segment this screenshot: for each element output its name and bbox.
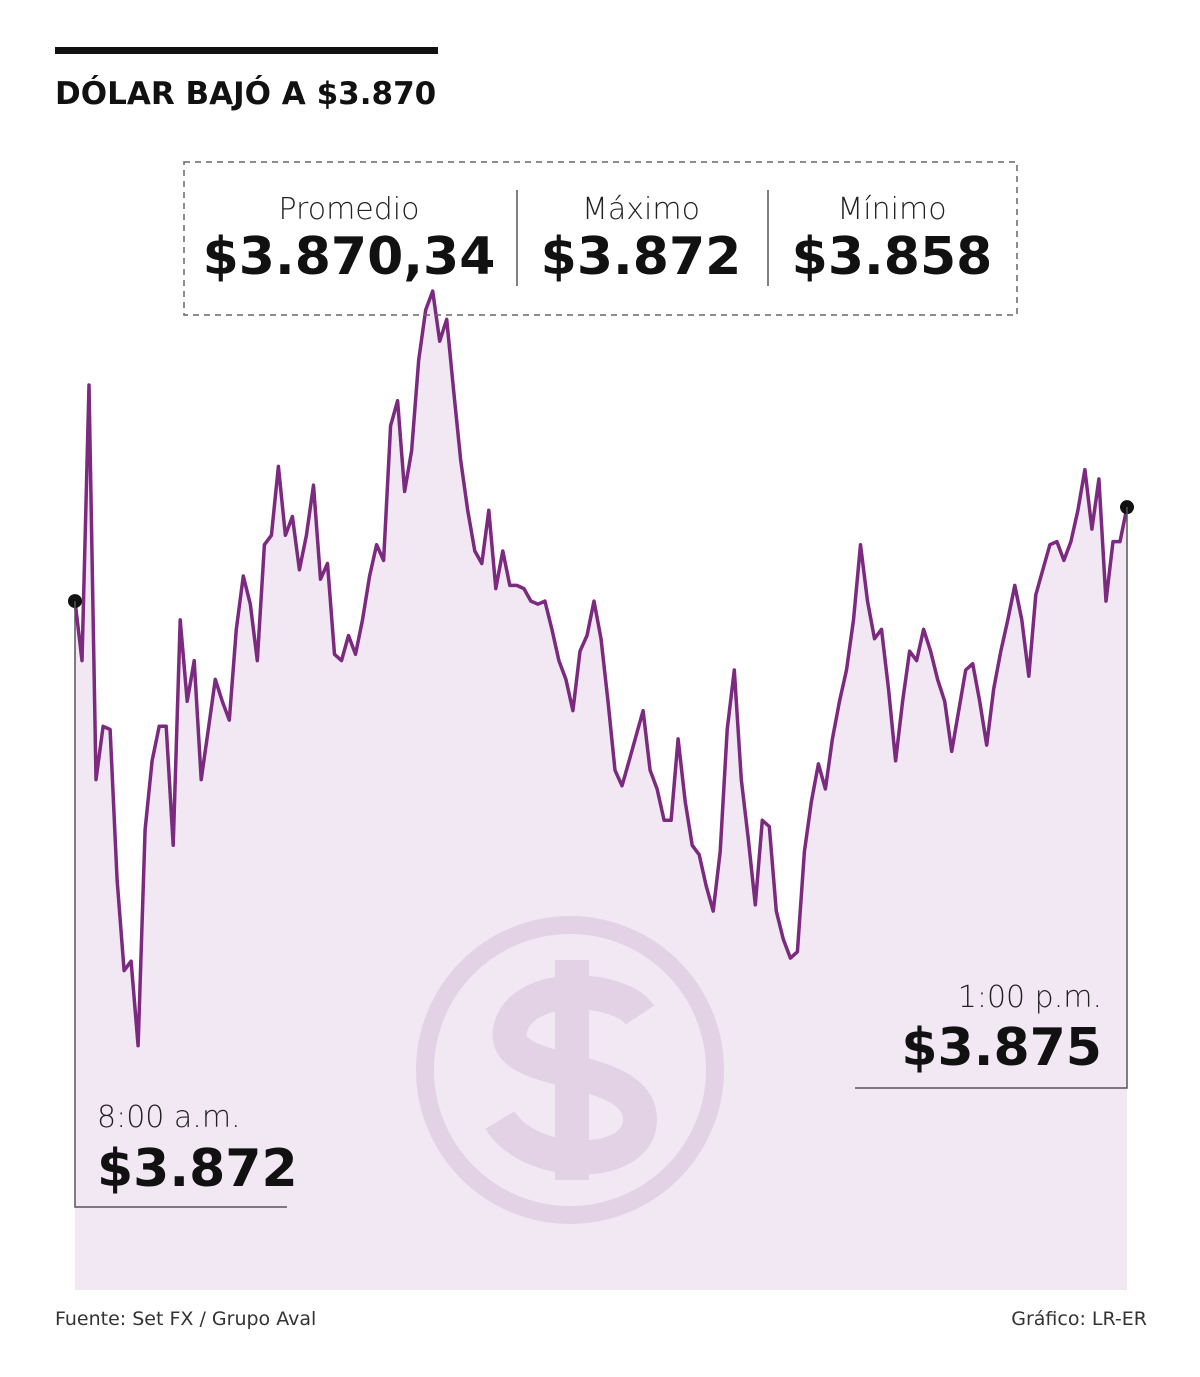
annotation-time: 8:00 a.m.: [97, 1100, 241, 1135]
plot-area: [68, 289, 1134, 1291]
annotation-leader: [855, 507, 1128, 1089]
dollar-icon: [485, 960, 658, 1180]
stat-name: Máximo: [582, 192, 700, 227]
annotation-value: $3.872: [97, 1139, 298, 1199]
title-bar: [55, 47, 438, 54]
area: [75, 291, 1127, 1291]
credit: Gráfico: LR-ER: [1011, 1308, 1147, 1330]
stat-name: Promedio: [278, 192, 419, 227]
annotation-leader: [74, 601, 287, 1208]
dollar-icon: [416, 916, 724, 1224]
stat-name: Mínimo: [837, 192, 946, 227]
annotation-time: 1:00 p.m.: [958, 980, 1102, 1015]
line: [73, 289, 1129, 1048]
stat-value: $3.870,34: [203, 227, 496, 287]
stats-box: [183, 161, 1018, 316]
chart-title: DÓLAR BAJÓ A $3.870: [55, 75, 436, 112]
annotation-value: $3.875: [901, 1018, 1102, 1078]
stat-value: $3.872: [541, 227, 742, 287]
source: Fuente: Set FX / Grupo Aval: [55, 1308, 316, 1330]
stat-value: $3.858: [792, 227, 993, 287]
